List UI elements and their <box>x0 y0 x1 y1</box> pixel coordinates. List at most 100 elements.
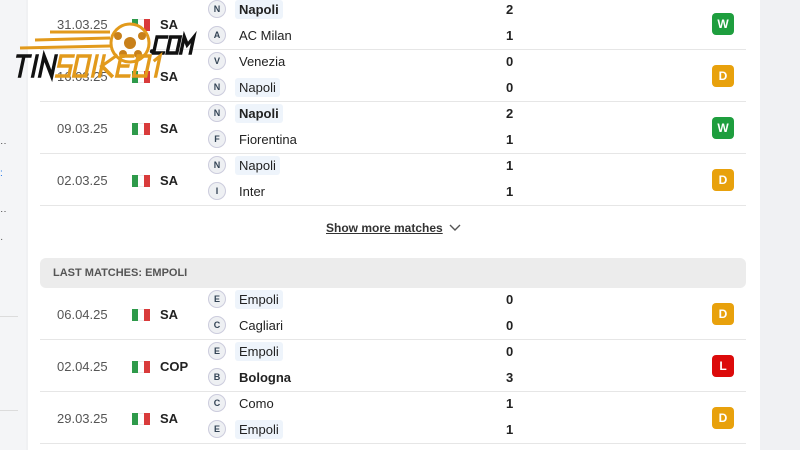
italy-flag-icon <box>132 19 150 31</box>
away-score: 0 <box>506 80 514 95</box>
match-date: 06.04.25 <box>57 307 108 322</box>
show-more-matches-link[interactable]: Show more matches <box>326 221 461 235</box>
fiorentina-badge-icon: F <box>208 130 226 148</box>
team-name: Empoli <box>235 341 283 361</box>
match-date: 02.04.25 <box>57 359 108 374</box>
match-row[interactable]: 16.03.25 SA V Venezia N Napoli 0 0 D <box>40 50 746 102</box>
away-score: 1 <box>506 422 514 437</box>
milan-badge-icon: A <box>208 26 226 44</box>
result-badge: L <box>712 355 734 377</box>
home-score: 0 <box>506 54 514 69</box>
team-away[interactable]: E Empoli <box>208 419 283 439</box>
sidebar-divider <box>0 316 18 317</box>
team-name: Fiorentina <box>239 131 297 147</box>
match-row[interactable]: 02.04.25 COP E Empoli B Bologna 0 3 L <box>40 340 746 392</box>
napoli-badge-icon: N <box>208 78 226 96</box>
away-score: 1 <box>506 132 514 147</box>
como-badge-icon: C <box>208 394 226 412</box>
italy-flag-icon <box>132 413 150 425</box>
result-badge: D <box>712 65 734 87</box>
empoli-badge-icon: E <box>208 420 226 438</box>
team-away[interactable]: A AC Milan <box>208 25 296 45</box>
team-away[interactable]: N Napoli <box>208 77 280 97</box>
home-score: 1 <box>506 396 514 411</box>
team-name: Empoli <box>235 289 283 309</box>
napoli-badge-icon: N <box>208 156 226 174</box>
match-date: 31.03.25 <box>57 17 108 32</box>
team-name: Como <box>239 395 274 411</box>
team-name: Napoli <box>235 103 283 123</box>
away-score: 1 <box>506 28 514 43</box>
team-name: Cagliari <box>239 317 284 333</box>
team-home[interactable]: N Napoli <box>208 155 280 175</box>
away-score: 0 <box>506 318 514 333</box>
team-name: Venezia <box>239 53 286 69</box>
result-badge: D <box>712 169 734 191</box>
team-name: Napoli <box>235 0 283 19</box>
left-sidebar: ‥ : ‥ · <box>0 0 26 450</box>
team-home[interactable]: E Empoli <box>208 289 283 309</box>
competition: SA <box>160 17 179 32</box>
match-date: 02.03.25 <box>57 173 108 188</box>
team-away[interactable]: F Fiorentina <box>208 129 301 149</box>
home-score: 1 <box>506 158 514 173</box>
match-date: 29.03.25 <box>57 411 108 426</box>
italy-flag-icon <box>132 123 150 135</box>
home-score: 2 <box>506 2 514 17</box>
bologna-badge-icon: B <box>208 368 226 386</box>
match-row[interactable]: 31.03.25 SA N Napoli A AC Milan 2 1 W <box>40 0 746 50</box>
cagliari-badge-icon: C <box>208 316 226 334</box>
away-score: 1 <box>506 184 514 199</box>
team-away[interactable]: I Inter <box>208 181 269 201</box>
result-badge: D <box>712 407 734 429</box>
match-date: 16.03.25 <box>57 69 108 84</box>
empoli-badge-icon: E <box>208 290 226 308</box>
match-row[interactable]: 02.03.25 SA N Napoli I Inter 1 1 D <box>40 154 746 206</box>
team-home[interactable]: E Empoli <box>208 341 283 361</box>
match-date: 09.03.25 <box>57 121 108 136</box>
italy-flag-icon <box>132 309 150 321</box>
show-more-label: Show more matches <box>326 221 443 235</box>
away-score: 3 <box>506 370 514 385</box>
team-home[interactable]: V Venezia <box>208 51 289 71</box>
team-home[interactable]: N Napoli <box>208 0 283 19</box>
sidebar-ellipsis[interactable]: ‥ <box>0 136 7 147</box>
competition: SA <box>160 307 179 322</box>
home-score: 0 <box>506 292 514 307</box>
result-badge: W <box>712 117 734 139</box>
competition: SA <box>160 69 179 84</box>
match-row[interactable]: 06.04.25 SA E Empoli C Cagliari 0 0 D <box>40 288 746 340</box>
italy-flag-icon <box>132 71 150 83</box>
team-name: Napoli <box>235 77 280 97</box>
italy-flag-icon <box>132 361 150 373</box>
team-name: Napoli <box>235 155 280 175</box>
napoli-badge-icon: N <box>208 0 226 18</box>
match-row[interactable]: 09.03.25 SA N Napoli F Fiorentina 2 1 W <box>40 102 746 154</box>
team-name: AC Milan <box>239 27 292 43</box>
sidebar-divider <box>0 410 18 411</box>
sidebar-marker[interactable]: · <box>0 234 4 245</box>
venezia-badge-icon: V <box>208 52 226 70</box>
team-away[interactable]: B Bologna <box>208 367 295 387</box>
inter-badge-icon: I <box>208 182 226 200</box>
chevron-down-icon <box>449 224 461 231</box>
italy-flag-icon <box>132 175 150 187</box>
section-header-empoli: LAST MATCHES: EMPOLI <box>40 258 746 288</box>
team-name: Empoli <box>235 419 283 439</box>
result-badge: W <box>712 13 734 35</box>
team-away[interactable]: C Cagliari <box>208 315 287 335</box>
team-name: Bologna <box>239 369 291 385</box>
team-home[interactable]: N Napoli <box>208 103 283 123</box>
home-score: 2 <box>506 106 514 121</box>
sidebar-ellipsis[interactable]: ‥ <box>0 204 7 215</box>
result-badge: D <box>712 303 734 325</box>
team-name: Inter <box>239 183 266 199</box>
competition: COP <box>160 359 189 374</box>
sidebar-marker[interactable]: : <box>0 168 3 179</box>
competition: SA <box>160 173 179 188</box>
competition: SA <box>160 411 179 426</box>
team-home[interactable]: C Como <box>208 393 278 413</box>
match-row[interactable]: 29.03.25 SA C Como E Empoli 1 1 D <box>40 392 746 444</box>
competition: SA <box>160 121 179 136</box>
empoli-badge-icon: E <box>208 342 226 360</box>
